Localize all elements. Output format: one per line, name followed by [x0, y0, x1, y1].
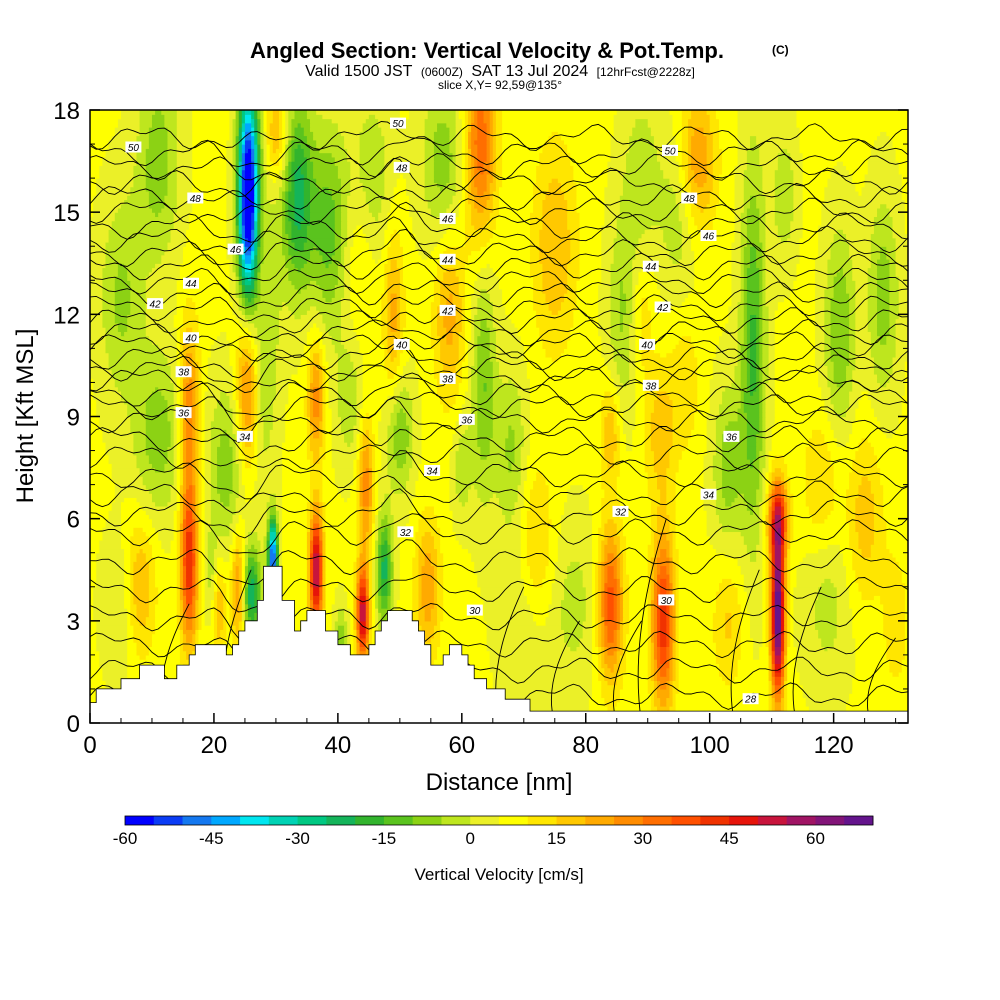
contour-label: 46: [700, 230, 717, 243]
colorbar-tick-label: -60: [113, 829, 138, 848]
contour-label: 50: [125, 141, 142, 154]
colorbar-label: Vertical Velocity [cm/s]: [414, 865, 583, 884]
y-tick-label: 12: [53, 302, 80, 329]
contour-label: 30: [466, 604, 483, 617]
x-tick-label: 40: [325, 732, 352, 759]
colorbar-tick-label: -15: [372, 829, 397, 848]
y-tick-label: 3: [67, 609, 80, 636]
contour-label: 50: [662, 144, 678, 157]
colorbar-swatch: [355, 816, 385, 825]
y-tick-label: 6: [67, 507, 80, 534]
contour-label: 30: [658, 594, 675, 607]
colorbar-tick-label: 30: [633, 829, 652, 848]
colorbar-swatch: [844, 816, 874, 825]
colorbar-swatch: [815, 816, 845, 825]
contour-label: 38: [642, 379, 659, 392]
contour-label: 34: [424, 465, 441, 478]
colorbar-tick-label: 15: [547, 829, 566, 848]
colorbar-swatch: [125, 816, 155, 825]
x-tick-label: 60: [448, 732, 475, 759]
colorbar-swatch: [700, 816, 730, 825]
contour-label: 42: [654, 301, 671, 314]
colorbar: -60 -45 -30 -15 0 15 30 45 60: [113, 815, 874, 848]
colorbar-swatch: [786, 816, 816, 825]
contour-label: 38: [175, 366, 192, 379]
contour-labels: 50 48 46 44 42 40 38 36 34 50 48 46 44 42 40 38 36 34 32 30…: [125, 117, 759, 706]
colorbar-swatch: [182, 816, 212, 825]
colorbar-swatch: [527, 816, 557, 825]
contour-label: 44: [183, 277, 199, 290]
terrain-profile: [90, 565, 908, 723]
x-tick-label: 0: [83, 732, 96, 759]
contour-label: 42: [147, 298, 164, 311]
colorbar-swatch: [614, 816, 644, 825]
contour-label: 46: [227, 243, 244, 256]
contour-label: 36: [175, 407, 192, 420]
colorbar-swatch: [211, 816, 241, 825]
colorbar-swatch: [470, 816, 500, 825]
contour-label: 50: [390, 117, 406, 130]
colorbar-swatch: [441, 816, 471, 825]
x-axis-label: Distance [nm]: [426, 769, 573, 796]
title-mark: (C): [772, 43, 789, 57]
pot-temp-contours: [90, 121, 908, 723]
valid-time-line: Valid 1500 JST (0600Z) SAT 13 Jul 2024 […: [305, 63, 695, 80]
contour-label: 36: [723, 430, 740, 443]
x-tick-label: 20: [201, 732, 228, 759]
contour-label: 32: [397, 526, 414, 539]
colorbar-swatch: [499, 816, 529, 825]
contour-label: 48: [681, 192, 698, 205]
colorbar-swatch: [240, 816, 270, 825]
colorbar-swatch: [729, 816, 759, 825]
colorbar-swatch: [297, 816, 327, 825]
colorbar-swatch: [757, 816, 788, 825]
x-tick-label: 100: [690, 732, 730, 759]
contour-label: 34: [236, 430, 253, 443]
colorbar-swatch: [412, 816, 442, 825]
slice-info: slice X,Y= 92,59@135°: [438, 78, 562, 92]
y-tick-label: 9: [67, 405, 80, 432]
colorbar-tick-label: 60: [806, 829, 825, 848]
y-tick-label: 18: [53, 98, 80, 125]
contour-label: 42: [439, 304, 456, 317]
colorbar-swatch: [268, 816, 299, 825]
colorbar-tick-label: 45: [720, 829, 739, 848]
colorbar-tick-label: -45: [199, 829, 224, 848]
contour-label: 40: [639, 339, 656, 352]
contour-label: 28: [742, 693, 759, 706]
y-tick-label: 15: [53, 200, 80, 227]
contour-label: 32: [612, 505, 629, 518]
contour-label: 34: [700, 488, 717, 501]
colorbar-tick-label: 0: [465, 829, 474, 848]
contour-label: 44: [642, 260, 659, 273]
chart-title: Angled Section: Vertical Velocity & Pot.…: [250, 38, 724, 63]
terrain: [90, 565, 908, 723]
contour-label: 44: [439, 253, 456, 266]
contour-label: 38: [439, 373, 456, 386]
colorbar-swatch: [556, 816, 586, 825]
colorbar-swatch: [671, 816, 701, 825]
x-tick-label: 80: [572, 732, 599, 759]
colorbar-swatch: [642, 816, 673, 825]
contour-label: 40: [183, 332, 199, 345]
x-axis: 0 20 40 60 80 100 120: [83, 713, 897, 759]
contour-label: 40: [393, 339, 410, 352]
colorbar-swatch: [153, 816, 183, 825]
contour-label: 48: [187, 192, 204, 205]
colorbar-swatch: [326, 816, 356, 825]
y-tick-label: 0: [67, 711, 80, 738]
contour-label: 48: [393, 161, 410, 174]
colorbar-swatch: [383, 816, 414, 825]
contour-label: 46: [439, 213, 456, 226]
contour-label: 36: [458, 413, 475, 426]
colorbar-swatch: [585, 816, 615, 825]
colorbar-tick-label: -30: [285, 829, 310, 848]
x-tick-label: 120: [814, 732, 854, 759]
colorbar-frame: [124, 815, 874, 826]
y-axis-label: Height [Kft MSL]: [12, 329, 39, 504]
